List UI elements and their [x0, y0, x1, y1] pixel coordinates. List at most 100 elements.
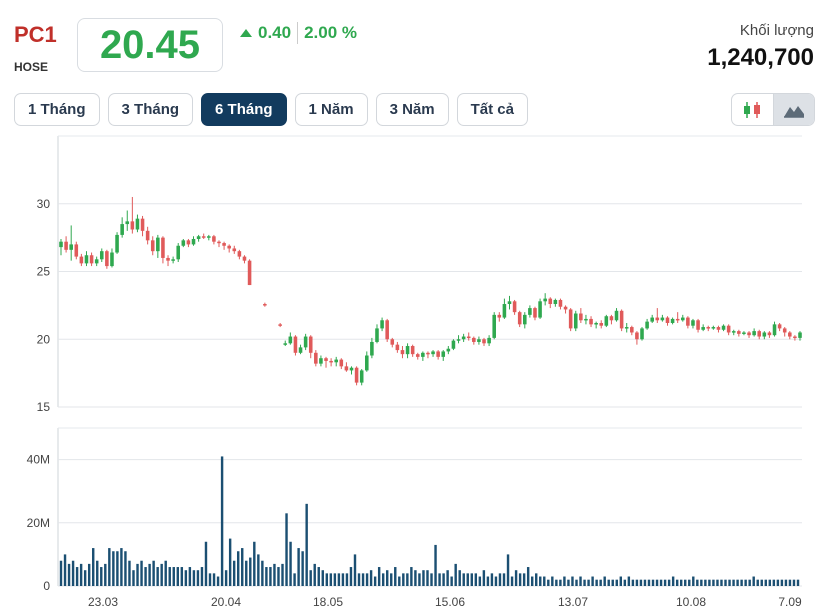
volume-bar — [764, 579, 767, 586]
candle — [680, 314, 685, 322]
period-tabs: 1 Tháng 3 Tháng 6 Tháng 1 Năm 3 Năm Tất … — [14, 93, 528, 126]
candle — [721, 324, 726, 332]
volume-bar — [317, 567, 320, 586]
tab-1-year[interactable]: 1 Năm — [294, 93, 368, 126]
volume-bar — [410, 567, 413, 586]
volume-bar — [688, 579, 691, 586]
volume-bar — [301, 551, 304, 586]
volume-bar — [571, 576, 574, 586]
candle — [303, 333, 308, 351]
ticker-symbol: PC1 — [14, 22, 57, 47]
candle — [568, 308, 573, 332]
tab-3-months[interactable]: 3 Tháng — [107, 93, 194, 126]
candle — [217, 240, 221, 248]
candle — [461, 333, 466, 342]
volume-bar — [740, 579, 743, 586]
volume-bar — [357, 573, 361, 586]
candle — [731, 329, 736, 336]
volume-bar — [635, 579, 639, 586]
candle — [390, 337, 395, 348]
candle — [156, 234, 160, 258]
candle — [456, 335, 461, 344]
volume-bar — [285, 513, 288, 586]
candlestick-icon — [744, 101, 761, 118]
tab-1-month[interactable]: 1 Tháng — [14, 93, 100, 126]
candle — [380, 317, 384, 332]
candle — [385, 318, 389, 342]
volume-bar — [168, 567, 171, 586]
area-view-button[interactable] — [772, 94, 814, 125]
volume-bar — [361, 573, 365, 586]
volume-bar — [281, 563, 284, 586]
candle — [487, 335, 491, 347]
volume-bar — [297, 548, 300, 586]
volume-bar — [514, 570, 518, 586]
candle — [747, 331, 751, 338]
candle — [79, 253, 84, 267]
candle — [752, 328, 756, 337]
volume-bar — [265, 567, 268, 586]
candle — [354, 366, 359, 386]
candle — [726, 324, 731, 336]
volume-bar — [704, 579, 707, 586]
candle — [507, 295, 512, 310]
tab-all[interactable]: Tất cả — [456, 93, 528, 126]
volume-bar — [249, 557, 252, 586]
volume-bar — [684, 579, 687, 586]
volume-bar — [132, 570, 135, 586]
volume-bar — [631, 579, 635, 586]
candle — [660, 314, 665, 322]
volume-bar — [442, 573, 445, 586]
volume-bar — [422, 570, 425, 586]
tab-6-months[interactable]: 6 Tháng — [201, 93, 287, 126]
volume-bar — [579, 576, 582, 586]
candle — [120, 217, 124, 238]
tab-3-years[interactable]: 3 Năm — [375, 93, 449, 126]
volume-bar — [784, 579, 788, 586]
volume-tick-label: 40M — [27, 453, 50, 467]
candle — [247, 259, 252, 286]
change-percent: 2.00 % — [304, 23, 358, 42]
volume-bar — [200, 567, 204, 586]
volume-bar — [188, 567, 192, 586]
volume-bar — [257, 554, 260, 586]
volume-bar — [293, 573, 296, 586]
volume-bar — [732, 579, 735, 586]
volume-bar — [712, 579, 715, 586]
candle — [319, 355, 323, 367]
volume-bar — [567, 579, 570, 586]
volume-bar — [587, 579, 590, 586]
candle — [110, 248, 114, 268]
candlestick-view-button[interactable] — [732, 94, 773, 125]
candle — [145, 226, 150, 245]
candle — [767, 331, 772, 338]
volume-bar — [232, 560, 236, 586]
volume-bar — [716, 579, 719, 586]
volume-bar — [700, 579, 703, 586]
candle — [584, 314, 588, 325]
candle — [94, 256, 99, 267]
mountain-area-icon — [783, 105, 804, 118]
price-axis: 15 20 25 30 — [37, 197, 51, 414]
candle — [344, 362, 349, 372]
volume-bar — [510, 576, 514, 586]
candle — [64, 236, 68, 253]
volume-bar — [204, 541, 208, 586]
volume-bar — [539, 576, 542, 586]
volume-bar — [365, 573, 369, 586]
volume-bar — [120, 548, 123, 586]
time-axis: 23.03 20.04 18.05 15.06 13.07 10.08 7.09 — [88, 595, 802, 609]
candle — [757, 329, 762, 340]
candle — [716, 325, 721, 333]
volume-bar — [462, 573, 465, 586]
volume-bar — [506, 554, 510, 586]
volume-bar — [124, 551, 127, 586]
volume-bar — [530, 576, 534, 586]
volume-bar — [708, 579, 711, 586]
candle — [212, 234, 216, 245]
volume-bar — [104, 563, 107, 586]
volume-bar — [313, 563, 316, 586]
candle — [232, 245, 237, 254]
volume-bar — [535, 573, 538, 586]
